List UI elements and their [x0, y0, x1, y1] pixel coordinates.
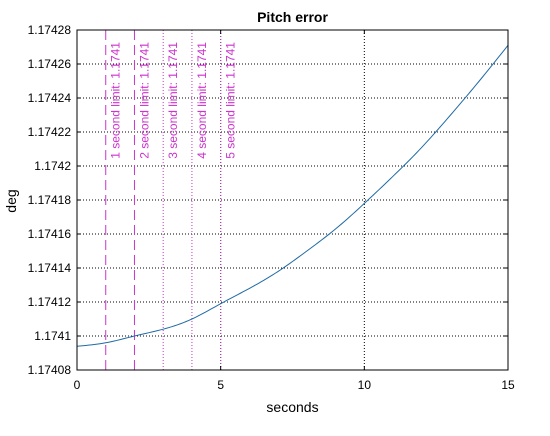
- limit-label: 3 second limit: 1.1741: [166, 42, 180, 159]
- x-tick-label: 0: [74, 378, 81, 392]
- limit-label: 5 second limit: 1.1741: [224, 42, 238, 159]
- limit-label: 1 second limit: 1.1741: [109, 42, 123, 159]
- y-tick-label: 1.17412: [28, 295, 72, 309]
- chart-title: Pitch error: [257, 9, 328, 25]
- y-tick-label: 1.17416: [28, 227, 72, 241]
- x-axis-label: seconds: [266, 399, 318, 415]
- y-tick-label: 1.17428: [28, 23, 72, 37]
- series-group: [76, 44, 509, 347]
- y-tick-label: 1.17426: [28, 57, 72, 71]
- x-axis-ticks: 0 5 10 15: [74, 30, 515, 392]
- y-tick-label: 1.17418: [28, 193, 72, 207]
- x-tick-label: 5: [217, 378, 224, 392]
- y-tick-label: 1.1742: [34, 159, 71, 173]
- y-tick-label: 1.17408: [28, 363, 72, 377]
- y-axis-ticks: 1.17408 1.1741 1.17412 1.17414 1.17416 1.1741…: [28, 23, 508, 377]
- limit-annotations: 1 second limit: 1.1741 2 second limit: 1.…: [105, 30, 238, 370]
- y-tick-label: 1.17414: [28, 261, 72, 275]
- x-tick-label: 15: [501, 378, 515, 392]
- x-tick-label: 10: [358, 378, 372, 392]
- y-tick-label: 1.1741: [34, 329, 71, 343]
- series-line: [76, 44, 509, 347]
- y-tick-label: 1.17422: [28, 125, 72, 139]
- y-tick-label: 1.17424: [28, 91, 72, 105]
- limit-label: 2 second limit: 1.1741: [137, 42, 151, 159]
- y-axis-label: deg: [3, 189, 19, 212]
- limit-label: 4 second limit: 1.1741: [195, 42, 209, 159]
